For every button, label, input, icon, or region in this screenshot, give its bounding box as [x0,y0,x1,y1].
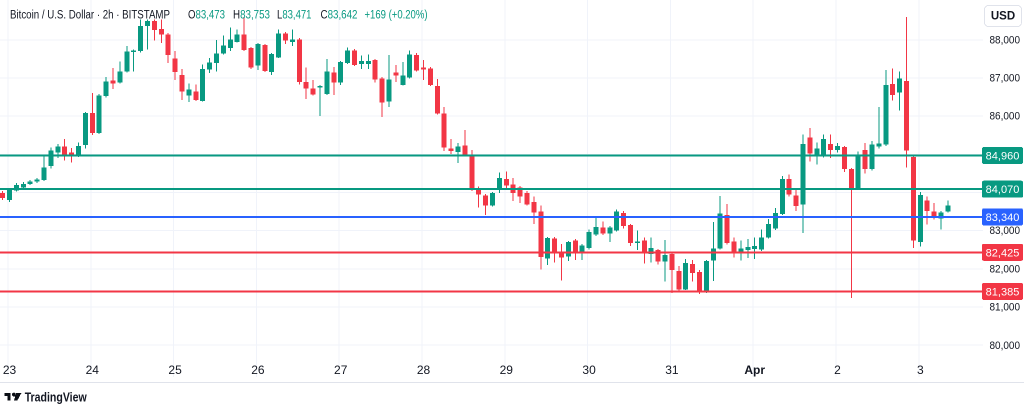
svg-text:24: 24 [86,363,100,377]
svg-text:86,000: 86,000 [990,111,1021,123]
svg-text:81,385: 81,385 [986,286,1020,298]
svg-text:L83,471: L83,471 [277,10,312,22]
svg-text:2: 2 [834,363,841,377]
svg-text:26: 26 [251,363,265,377]
svg-text:87,000: 87,000 [990,73,1021,85]
svg-text:28: 28 [417,363,431,377]
svg-text:25: 25 [168,363,182,377]
svg-text:81,000: 81,000 [990,302,1021,314]
svg-text:3: 3 [917,363,924,377]
svg-text:27: 27 [334,363,348,377]
svg-text:82,425: 82,425 [986,247,1020,259]
svg-text:H83,753: H83,753 [233,10,270,22]
svg-text:82,000: 82,000 [990,263,1021,275]
svg-text:80,000: 80,000 [990,340,1021,352]
svg-text:84,960: 84,960 [986,151,1020,163]
svg-text:83,340: 83,340 [986,212,1020,224]
svg-text:30: 30 [582,363,596,377]
svg-text:23: 23 [3,363,17,377]
svg-text:TradingView: TradingView [25,391,87,405]
svg-text:31: 31 [665,363,679,377]
svg-text:C83,642: C83,642 [321,10,358,22]
svg-text:83,000: 83,000 [990,225,1021,237]
svg-text:USD: USD [991,11,1015,23]
svg-text:84,070: 84,070 [986,184,1020,196]
svg-text:Apr: Apr [744,363,765,377]
svg-text:29: 29 [500,363,514,377]
svg-text:88,000: 88,000 [990,34,1021,46]
svg-text:+169 (+0.20%): +169 (+0.20%) [365,10,428,22]
svg-text:O83,473: O83,473 [188,10,225,22]
svg-text:Bitcoin / U.S. Dollar · 2h · B: Bitcoin / U.S. Dollar · 2h · BITSTAMP [10,10,170,22]
